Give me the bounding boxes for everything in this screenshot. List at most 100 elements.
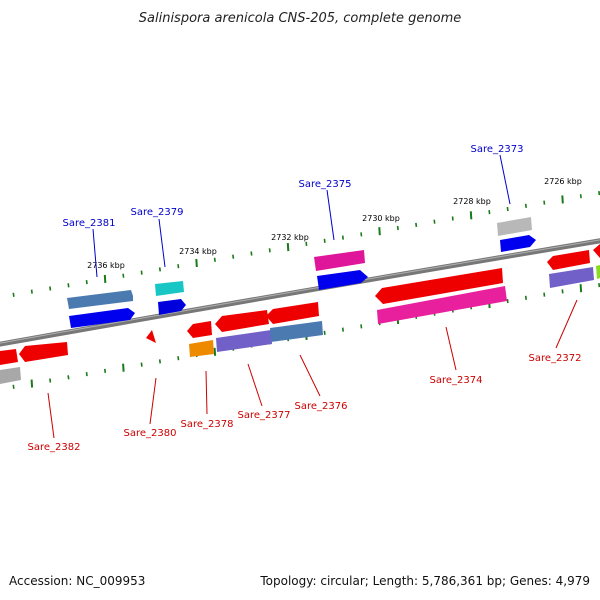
- gene-feature[interactable]: [155, 281, 184, 296]
- gene-label-sare-2374[interactable]: Sare_2374: [430, 375, 483, 386]
- gene-label-sare-2372[interactable]: Sare_2372: [529, 353, 582, 364]
- scale-minor-tick: [85, 280, 88, 285]
- gene-feature-arrow[interactable]: [69, 308, 135, 328]
- scale-major-tick: [378, 227, 381, 236]
- gene-label-sare-2378[interactable]: Sare_2378: [181, 419, 234, 430]
- label-leader: [299, 354, 321, 397]
- scale-minor-tick: [177, 356, 180, 361]
- gene-feature-arrow[interactable]: [215, 310, 269, 332]
- scale-minor-tick: [213, 257, 216, 262]
- tick-label: 2736 kbp: [87, 261, 125, 270]
- scale-minor-tick: [506, 206, 509, 212]
- scale-minor-tick: [415, 222, 418, 227]
- scale-minor-tick: [488, 210, 491, 215]
- tick-label: 2728 kbp: [453, 197, 491, 206]
- gene-label-sare-2373[interactable]: Sare_2373: [471, 144, 524, 155]
- scale-minor-tick: [12, 292, 15, 297]
- scale-minor-tick: [140, 362, 143, 367]
- gene-feature[interactable]: [549, 267, 594, 288]
- gene-label-sare-2380[interactable]: Sare_2380: [124, 428, 177, 439]
- gene-feature[interactable]: [67, 290, 133, 309]
- scale-minor-tick: [341, 327, 344, 332]
- gene-feature-arrow[interactable]: [19, 342, 68, 362]
- scale-minor-tick: [49, 378, 52, 383]
- scale-minor-tick: [598, 283, 600, 288]
- tick-label: 2732 kbp: [271, 233, 309, 242]
- gene-feature[interactable]: [270, 321, 323, 342]
- scale-major-tick: [561, 195, 564, 204]
- gene-feature-arrow[interactable]: [266, 302, 319, 324]
- scale-minor-tick: [67, 375, 70, 380]
- label-leader: [326, 189, 335, 241]
- scale-minor-tick: [579, 194, 582, 199]
- label-leader: [247, 363, 263, 407]
- scale-minor-tick: [360, 232, 363, 237]
- gene-feature-arrow[interactable]: [317, 270, 368, 290]
- gene-feature[interactable]: [596, 265, 600, 279]
- accession-text: Accession: NC_009953: [9, 574, 146, 588]
- gene-label-sare-2381[interactable]: Sare_2381: [63, 218, 116, 229]
- scale-minor-tick: [341, 235, 344, 240]
- genome-backbone-highlight: [0, 239, 600, 344]
- scale-minor-tick: [305, 241, 308, 246]
- scale-major-tick: [469, 211, 473, 220]
- gene-feature[interactable]: [216, 330, 272, 352]
- tick-label: 2730 kbp: [362, 214, 400, 223]
- tick-label: 2726 kbp: [544, 177, 582, 186]
- gene-feature[interactable]: [314, 250, 365, 271]
- scale-minor-tick: [12, 384, 15, 389]
- gene-feature-arrow[interactable]: [375, 268, 503, 304]
- gene-feature-arrow[interactable]: [0, 349, 18, 365]
- gene-feature-arrow[interactable]: [547, 250, 590, 270]
- gene-feature[interactable]: [0, 367, 21, 384]
- gene-label-sare-2375[interactable]: Sare_2375: [299, 179, 352, 190]
- scale-minor-tick: [543, 292, 546, 297]
- gene-label-sare-2376[interactable]: Sare_2376: [295, 401, 348, 412]
- gene-feature-arrow[interactable]: [158, 299, 186, 315]
- scale-minor-tick: [524, 295, 527, 300]
- gene-feature-arrow[interactable]: [146, 330, 156, 343]
- label-leader: [445, 326, 457, 371]
- scale-major-tick: [286, 243, 290, 252]
- gene-feature-arrow[interactable]: [500, 235, 536, 252]
- label-leader: [47, 392, 55, 439]
- gene-label-sare-2379[interactable]: Sare_2379: [131, 207, 184, 218]
- scale-minor-tick: [158, 359, 161, 364]
- label-leader: [158, 218, 166, 268]
- gene-feature-arrow[interactable]: [593, 244, 600, 258]
- scale-minor-tick: [104, 368, 107, 373]
- gene-feature[interactable]: [497, 217, 532, 236]
- scale-minor-tick: [561, 289, 564, 294]
- scale-minor-tick: [323, 238, 326, 243]
- gene-feature[interactable]: [189, 340, 214, 357]
- scale-minor-tick: [49, 286, 52, 291]
- label-leader: [92, 228, 98, 278]
- scale-minor-tick: [140, 270, 143, 275]
- label-leader: [149, 377, 157, 425]
- scale-major-tick: [103, 274, 107, 283]
- scale-minor-tick: [598, 191, 600, 196]
- scale-major-tick: [122, 363, 125, 372]
- label-leader: [499, 154, 511, 205]
- scale-minor-tick: [85, 372, 88, 377]
- scale-minor-tick: [122, 273, 125, 278]
- scale-minor-tick: [323, 330, 326, 335]
- gene-label-sare-2377[interactable]: Sare_2377: [238, 410, 291, 421]
- tick-label: 2734 kbp: [179, 247, 217, 256]
- scale-minor-tick: [433, 219, 436, 224]
- scale-major-tick: [195, 258, 198, 268]
- scale-minor-tick: [250, 251, 253, 256]
- scale-minor-tick: [67, 283, 70, 288]
- scale-minor-tick: [506, 298, 509, 304]
- scale-minor-tick: [232, 254, 235, 259]
- gene-feature[interactable]: [377, 286, 507, 324]
- gene-feature-arrow[interactable]: [187, 321, 212, 338]
- scale-minor-tick: [360, 324, 363, 329]
- scale-minor-tick: [268, 248, 271, 253]
- scale-minor-tick: [543, 200, 546, 205]
- label-leader: [555, 299, 578, 349]
- gene-label-sare-2382[interactable]: Sare_2382: [28, 442, 81, 453]
- scale-minor-tick: [158, 267, 161, 272]
- topology-text: Topology: circular; Length: 5,786,361 bp…: [260, 574, 590, 588]
